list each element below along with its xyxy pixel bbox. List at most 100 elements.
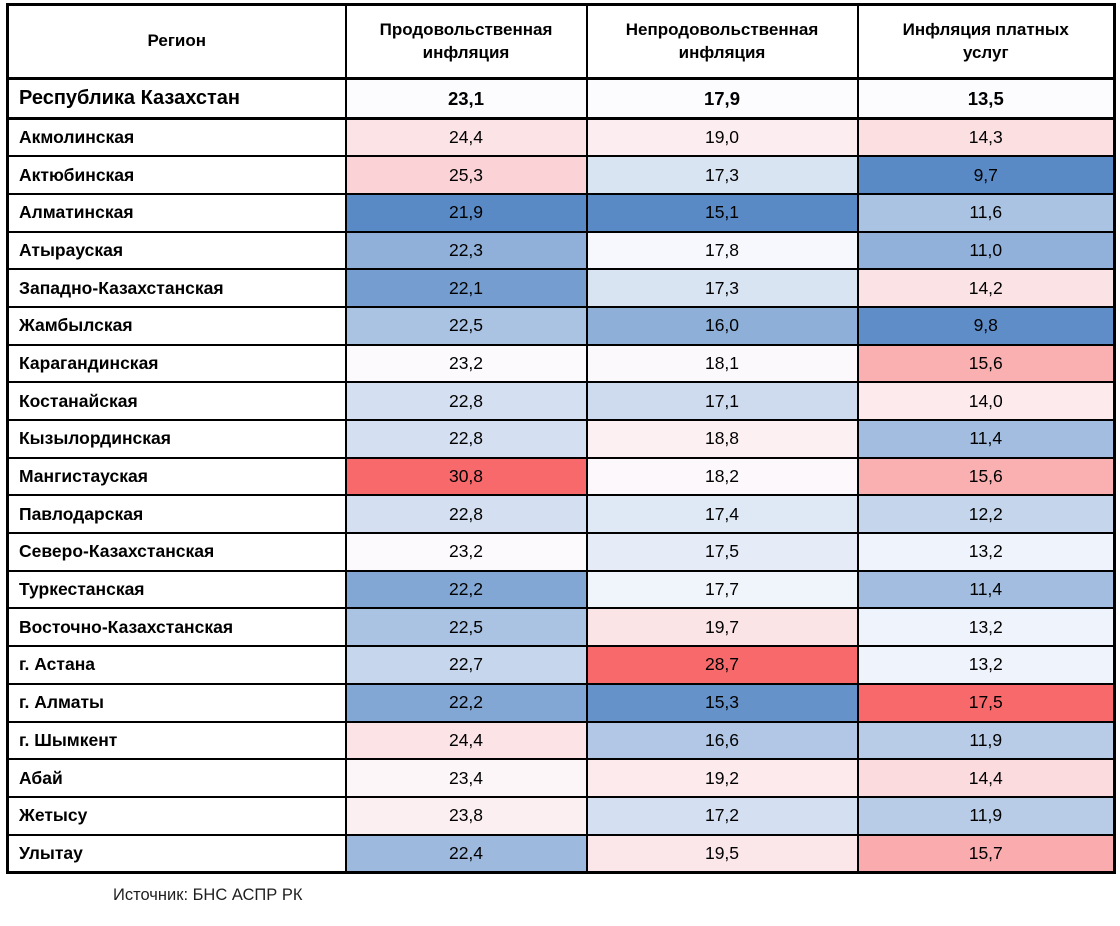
region-name-cell: Западно-Казахстанская — [6, 268, 347, 308]
value-cell: 11,9 — [856, 795, 1116, 836]
value-cell: 22,3 — [344, 230, 588, 271]
table-row: Западно-Казахстанская 22,1 17,3 14,2 — [6, 268, 1116, 308]
value-cell: 30,8 — [344, 456, 588, 497]
value-cell: 17,7 — [585, 569, 859, 610]
region-name-cell: Мангистауская — [6, 456, 347, 497]
value-cell: 17,3 — [585, 268, 859, 308]
value-cell: 15,1 — [585, 192, 859, 233]
value-cell: 15,6 — [856, 343, 1116, 384]
table-row: г. Алматы 22,2 15,3 17,5 — [6, 682, 1116, 723]
table-row: г. Астана 22,7 28,7 13,2 — [6, 645, 1116, 685]
region-name-cell: Жамбылская — [6, 305, 347, 346]
value-cell: 22,8 — [344, 419, 588, 459]
value-cell: 17,4 — [585, 494, 859, 535]
region-name-cell: Восточно-Казахстанская — [6, 607, 347, 648]
value-cell: 11,0 — [856, 230, 1116, 271]
region-name-cell: Абай — [6, 758, 347, 798]
value-cell: 15,7 — [856, 833, 1116, 874]
value-cell: 11,9 — [856, 720, 1116, 761]
value-cell: 9,8 — [856, 305, 1116, 346]
value-cell: 24,4 — [344, 117, 588, 158]
table-row: Улытау 22,4 19,5 15,7 — [6, 833, 1116, 874]
value-cell: 9,7 — [856, 155, 1116, 195]
summary-value-cell: 13,5 — [856, 77, 1116, 120]
value-cell: 22,8 — [344, 381, 588, 421]
region-name-cell: Улытау — [6, 833, 347, 874]
table-row: Алматинская 21,9 15,1 11,6 — [6, 192, 1116, 233]
value-cell: 13,2 — [856, 607, 1116, 648]
value-cell: 15,3 — [585, 682, 859, 723]
value-cell: 23,2 — [344, 532, 588, 572]
region-name-cell: г. Шымкент — [6, 720, 347, 761]
table-row: Карагандинская 23,2 18,1 15,6 — [6, 343, 1116, 384]
column-header-food: Продовольственная инфляция — [344, 3, 588, 80]
table-header: Регион Продовольственная инфляция Непрод… — [6, 3, 1116, 80]
table-row: Восточно-Казахстанская 22,5 19,7 13,2 — [6, 607, 1116, 648]
table-row: Жамбылская 22,5 16,0 9,8 — [6, 305, 1116, 346]
table-row: Атырауская 22,3 17,8 11,0 — [6, 230, 1116, 271]
value-cell: 22,4 — [344, 833, 588, 874]
value-cell: 18,2 — [585, 456, 859, 497]
value-cell: 16,0 — [585, 305, 859, 346]
table-body: Республика Казахстан 23,1 17,9 13,5 Акмо… — [6, 77, 1116, 874]
summary-row: Республика Казахстан 23,1 17,9 13,5 — [6, 77, 1116, 120]
value-cell: 28,7 — [585, 645, 859, 685]
value-cell: 21,9 — [344, 192, 588, 233]
source-note: Источник: БНС АСПР РК — [113, 886, 303, 904]
value-cell: 17,5 — [856, 682, 1116, 723]
value-cell: 22,5 — [344, 305, 588, 346]
value-cell: 19,5 — [585, 833, 859, 874]
value-cell: 22,2 — [344, 682, 588, 723]
value-cell: 19,7 — [585, 607, 859, 648]
region-name-cell: Северо-Казахстанская — [6, 532, 347, 572]
table-row: Павлодарская 22,8 17,4 12,2 — [6, 494, 1116, 535]
value-cell: 17,3 — [585, 155, 859, 195]
column-header-services: Инфляция платных услуг — [856, 3, 1116, 80]
header-row: Регион Продовольственная инфляция Непрод… — [6, 3, 1116, 80]
value-cell: 14,3 — [856, 117, 1116, 158]
table-row: Жетысу 23,8 17,2 11,9 — [6, 795, 1116, 836]
value-cell: 19,0 — [585, 117, 859, 158]
value-cell: 22,7 — [344, 645, 588, 685]
value-cell: 22,2 — [344, 569, 588, 610]
table-row: Туркестанская 22,2 17,7 11,4 — [6, 569, 1116, 610]
value-cell: 17,8 — [585, 230, 859, 271]
summary-value-cell: 23,1 — [344, 77, 588, 120]
region-name-cell: Атырауская — [6, 230, 347, 271]
table-row: г. Шымкент 24,4 16,6 11,9 — [6, 720, 1116, 761]
value-cell: 22,8 — [344, 494, 588, 535]
region-name-cell: Жетысу — [6, 795, 347, 836]
value-cell: 22,1 — [344, 268, 588, 308]
summary-value-cell: 17,9 — [585, 77, 859, 120]
value-cell: 17,1 — [585, 381, 859, 421]
value-cell: 14,0 — [856, 381, 1116, 421]
value-cell: 12,2 — [856, 494, 1116, 535]
value-cell: 18,1 — [585, 343, 859, 384]
region-name-cell: Туркестанская — [6, 569, 347, 610]
table-row: Актюбинская 25,3 17,3 9,7 — [6, 155, 1116, 195]
table-row: Абай 23,4 19,2 14,4 — [6, 758, 1116, 798]
table-row: Мангистауская 30,8 18,2 15,6 — [6, 456, 1116, 497]
value-cell: 15,6 — [856, 456, 1116, 497]
value-cell: 24,4 — [344, 720, 588, 761]
value-cell: 22,5 — [344, 607, 588, 648]
region-name-cell: Кызылординская — [6, 419, 347, 459]
table-row: Кызылординская 22,8 18,8 11,4 — [6, 419, 1116, 459]
value-cell: 23,2 — [344, 343, 588, 384]
column-header-nonfood: Непродовольственная инфляция — [585, 3, 859, 80]
value-cell: 23,8 — [344, 795, 588, 836]
value-cell: 25,3 — [344, 155, 588, 195]
summary-region-name: Республика Казахстан — [6, 77, 347, 120]
region-name-cell: Алматинская — [6, 192, 347, 233]
region-name-cell: Акмолинская — [6, 117, 347, 158]
table-row: Северо-Казахстанская 23,2 17,5 13,2 — [6, 532, 1116, 572]
region-name-cell: г. Алматы — [6, 682, 347, 723]
region-name-cell: Актюбинская — [6, 155, 347, 195]
region-name-cell: г. Астана — [6, 645, 347, 685]
value-cell: 11,4 — [856, 569, 1116, 610]
region-name-cell: Карагандинская — [6, 343, 347, 384]
region-name-cell: Павлодарская — [6, 494, 347, 535]
value-cell: 17,5 — [585, 532, 859, 572]
value-cell: 17,2 — [585, 795, 859, 836]
value-cell: 11,6 — [856, 192, 1116, 233]
